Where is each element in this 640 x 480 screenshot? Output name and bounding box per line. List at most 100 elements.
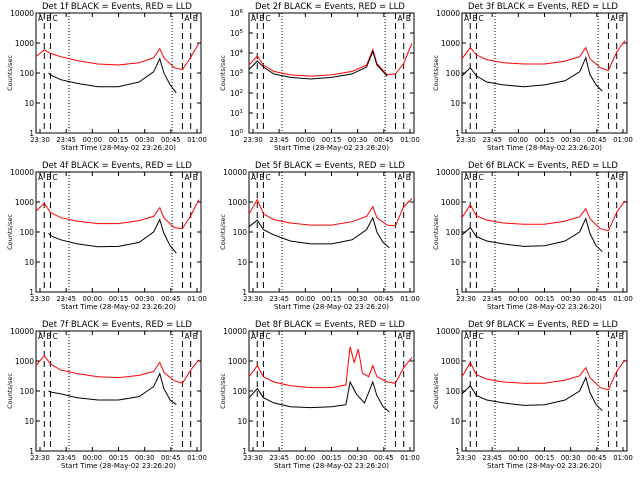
x-tick-label: 00:15 bbox=[322, 136, 342, 144]
x-tick-label: 00:45 bbox=[374, 136, 394, 144]
events-series-line bbox=[248, 49, 388, 80]
x-tick-label: 00:00 bbox=[296, 295, 316, 303]
x-tick-label: 00:30 bbox=[348, 136, 368, 144]
marker-label: A bbox=[464, 14, 470, 23]
y-tick-exponent: 5 bbox=[240, 29, 244, 35]
y-tick-label: 10 bbox=[24, 99, 34, 108]
y-tick-label: 10 bbox=[450, 99, 460, 108]
y-tick-label: 10 bbox=[237, 258, 247, 267]
y-tick-label: 1 bbox=[29, 129, 34, 138]
y-tick-label: 1000 bbox=[15, 39, 34, 48]
y-tick-label: 10 bbox=[450, 258, 460, 267]
y-tick-label: 1 bbox=[455, 447, 460, 456]
marker-label: A bbox=[251, 14, 257, 23]
x-tick-label: 23:45 bbox=[482, 454, 502, 462]
plot-frame bbox=[461, 12, 628, 134]
y-tick-label: 1 bbox=[455, 288, 460, 297]
marker-label: B bbox=[193, 332, 198, 341]
x-axis-label: Start Time (28-May-02 23:26:20) bbox=[61, 462, 176, 470]
plot-frame bbox=[35, 171, 202, 293]
y-tick-label: 10000 bbox=[10, 168, 34, 177]
x-tick-label: 23:30 bbox=[243, 295, 263, 303]
y-tick-exponent: 0 bbox=[240, 129, 244, 135]
marker-label: A bbox=[397, 173, 403, 182]
lld-series-line bbox=[461, 200, 626, 232]
marker-label: B bbox=[46, 173, 51, 182]
y-tick-exponent: 3 bbox=[240, 69, 244, 75]
panel-6: Det 6f BLACK = Events, RED = LLD 1 10 100 10… bbox=[432, 161, 633, 311]
x-tick-label: 23:45 bbox=[56, 136, 76, 144]
y-tick-label: 100 bbox=[20, 228, 35, 237]
x-axis-label: Start Time (28-May-02 23:26:20) bbox=[274, 144, 389, 152]
y-tick-label: 1 bbox=[242, 288, 247, 297]
x-tick-label: 23:45 bbox=[56, 295, 76, 303]
lld-series-line bbox=[248, 198, 413, 227]
marker-label: B bbox=[619, 14, 624, 23]
x-tick-label: 00:45 bbox=[587, 136, 607, 144]
x-tick-label: 23:45 bbox=[56, 454, 76, 462]
marker-label: B bbox=[193, 14, 198, 23]
x-tick-label: 00:15 bbox=[109, 295, 129, 303]
events-series-line bbox=[48, 57, 177, 94]
x-tick-label: 00:30 bbox=[561, 295, 581, 303]
panel-title: Det 6f BLACK = Events, RED = LLD bbox=[468, 161, 618, 171]
marker-label: A bbox=[184, 173, 190, 182]
x-tick-label: 00:30 bbox=[135, 295, 155, 303]
marker-label: A bbox=[464, 173, 470, 182]
x-axis-label: Start Time (28-May-02 23:26:20) bbox=[274, 462, 389, 470]
y-axis-label: Counts/sec bbox=[432, 214, 440, 250]
marker-label: A bbox=[397, 14, 403, 23]
x-tick-label: 00:00 bbox=[296, 454, 316, 462]
y-tick-label: 1000 bbox=[441, 357, 460, 366]
x-tick-label: 01:00 bbox=[187, 454, 207, 462]
y-tick-label: 101 bbox=[230, 109, 243, 118]
y-tick-label: 10000 bbox=[223, 327, 247, 336]
lld-series-line bbox=[248, 43, 413, 77]
marker-label: A bbox=[38, 332, 44, 341]
y-axis-label: Counts/sec bbox=[432, 55, 440, 91]
x-tick-label: 23:45 bbox=[269, 454, 289, 462]
x-tick-label: 00:45 bbox=[587, 454, 607, 462]
panel-5: Det 5f BLACK = Events, RED = LLD 1 10 100 10… bbox=[219, 161, 420, 311]
x-tick-label: 00:45 bbox=[374, 295, 394, 303]
marker-label: C bbox=[52, 14, 57, 23]
y-tick-label: 100 bbox=[446, 69, 461, 78]
y-axis-label: Counts/sec bbox=[6, 55, 14, 91]
x-tick-label: 00:15 bbox=[322, 454, 342, 462]
x-axis-label: Start Time (28-May-02 23:26:20) bbox=[61, 303, 176, 311]
y-tick-label: 10000 bbox=[436, 9, 460, 18]
y-tick-label: 1 bbox=[242, 447, 247, 456]
y-axis-label: Counts/sec bbox=[219, 373, 227, 409]
y-tick-label: 100 bbox=[230, 129, 244, 138]
lld-series-line bbox=[248, 346, 413, 389]
x-tick-label: 01:00 bbox=[613, 454, 633, 462]
marker-label: B bbox=[619, 332, 624, 341]
plot-frame bbox=[248, 171, 415, 293]
x-tick-label: 00:15 bbox=[109, 454, 129, 462]
events-series-line bbox=[48, 372, 177, 406]
panel-7: Det 7f BLACK = Events, RED = LLD 1 10 100 10… bbox=[6, 320, 207, 470]
y-axis-label: Counts/sec bbox=[219, 214, 227, 250]
panel-2: Det 2f BLACK = Events, RED = LLD10010110… bbox=[219, 2, 420, 152]
x-tick-label: 01:00 bbox=[613, 295, 633, 303]
y-tick-label: 10 bbox=[237, 417, 247, 426]
x-tick-label: 00:00 bbox=[509, 136, 529, 144]
y-tick-exponent: 6 bbox=[240, 9, 244, 15]
y-tick-label: 1 bbox=[455, 129, 460, 138]
x-tick-label: 00:15 bbox=[322, 295, 342, 303]
plot-frame bbox=[461, 171, 628, 293]
y-tick-label: 106 bbox=[230, 9, 244, 18]
x-tick-label: 23:30 bbox=[456, 454, 476, 462]
x-tick-label: 00:00 bbox=[83, 454, 103, 462]
marker-label: B bbox=[472, 332, 477, 341]
y-tick-label: 103 bbox=[230, 69, 244, 78]
marker-label: B bbox=[259, 332, 264, 341]
marker-label: B bbox=[406, 14, 411, 23]
marker-label: C bbox=[265, 332, 270, 341]
x-tick-label: 23:45 bbox=[482, 295, 502, 303]
y-tick-label: 100 bbox=[20, 387, 35, 396]
marker-label: B bbox=[259, 14, 264, 23]
x-tick-label: 00:15 bbox=[109, 136, 129, 144]
marker-label: B bbox=[619, 173, 624, 182]
y-tick-label: 10 bbox=[24, 417, 34, 426]
